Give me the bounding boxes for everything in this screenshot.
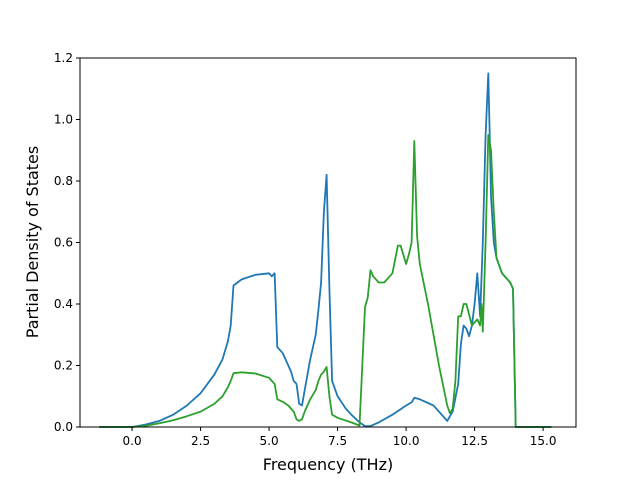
y-axis-label: Partial Density of States: [23, 146, 42, 338]
series-line-1: [99, 72, 552, 428]
x-tick-label: 10.0: [393, 434, 420, 448]
y-tick-label: 1.2: [54, 51, 73, 65]
x-tick-label: 2.5: [191, 434, 210, 448]
y-tick-label: 0.6: [54, 236, 73, 250]
x-tick-label: 12.5: [461, 434, 488, 448]
series-layer: [99, 72, 552, 428]
x-tick-label: 5.0: [260, 434, 279, 448]
y-tick-label: 0.2: [54, 359, 73, 373]
x-tick-label: 7.5: [328, 434, 347, 448]
y-tick-label: 0.4: [54, 297, 73, 311]
x-axis-ticks: 0.0 2.5 5.0 7.5 10.0 12.5 15.0: [123, 427, 557, 448]
x-tick-label: 0.0: [123, 434, 142, 448]
y-tick-label: 1.0: [54, 113, 73, 127]
y-tick-label: 0.8: [54, 174, 73, 188]
series-line-2: [99, 133, 552, 428]
x-axis-label: Frequency (THz): [263, 455, 393, 474]
x-tick-label: 15.0: [530, 434, 557, 448]
y-axis-ticks: 0.0 0.2 0.4 0.6 0.8 1.0 1.2: [54, 51, 80, 434]
y-tick-label: 0.0: [54, 420, 73, 434]
